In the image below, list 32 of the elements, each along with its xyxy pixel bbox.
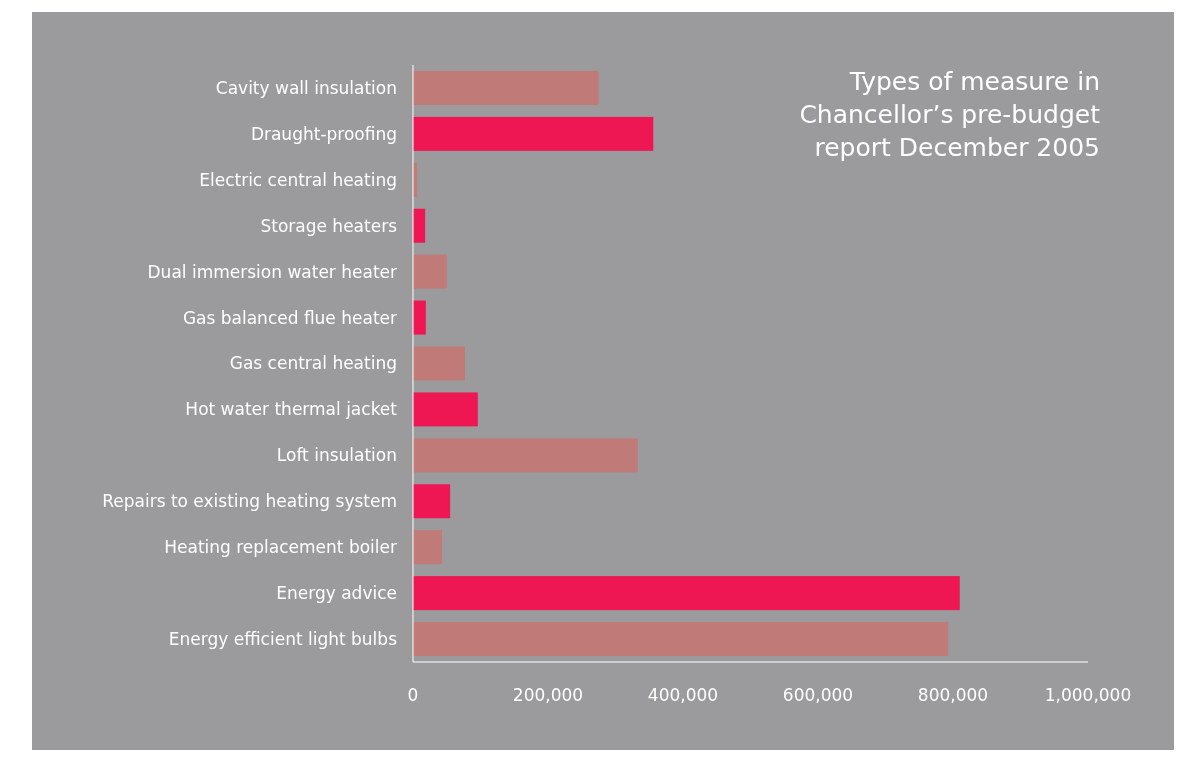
text: Types of measure in Chancellor’s pre-budget report December 2005: [799, 67, 1101, 162]
bar: [413, 116, 654, 151]
x-tick-label: 200,000: [512, 685, 584, 705]
bar: [413, 622, 949, 657]
bar: [413, 208, 426, 243]
bar: [413, 254, 447, 289]
bar: [413, 70, 599, 105]
y-tick-label: Dual immersion water heater: [147, 261, 398, 282]
y-tick-label: Repairs to existing heating system: [102, 491, 397, 512]
x-tick-label: 800,000: [917, 685, 989, 705]
y-tick-label: Energy advice: [276, 583, 397, 604]
y-tick-label: Hot water thermal jacket: [185, 399, 398, 420]
y-tick-label: Gas central heating: [229, 353, 397, 374]
bar: [413, 530, 443, 565]
y-tick-label: Cavity wall insulation: [215, 77, 397, 98]
y-tick-label: Loft insulation: [276, 445, 397, 466]
y-tick-label: Energy efficient light bulbs: [168, 628, 398, 649]
y-tick-label: Heating replacement boiler: [164, 537, 398, 558]
bar: [413, 576, 960, 611]
bar: [413, 300, 426, 335]
y-tick-label: Electric central heating: [199, 169, 397, 190]
x-tick-label: 0: [407, 685, 419, 705]
x-tick-label: 1,000,000: [1044, 685, 1132, 705]
bar: [413, 392, 478, 427]
x-tick-label: 400,000: [647, 685, 719, 705]
y-tick-label: Gas balanced flue heater: [182, 307, 397, 328]
bar: [413, 346, 465, 381]
bar: [413, 484, 451, 519]
bar: [413, 438, 638, 473]
y-tick-label: Draught-proofing: [250, 123, 397, 144]
x-tick-label: 600,000: [782, 685, 854, 705]
y-tick-label: Storage heaters: [260, 215, 398, 236]
